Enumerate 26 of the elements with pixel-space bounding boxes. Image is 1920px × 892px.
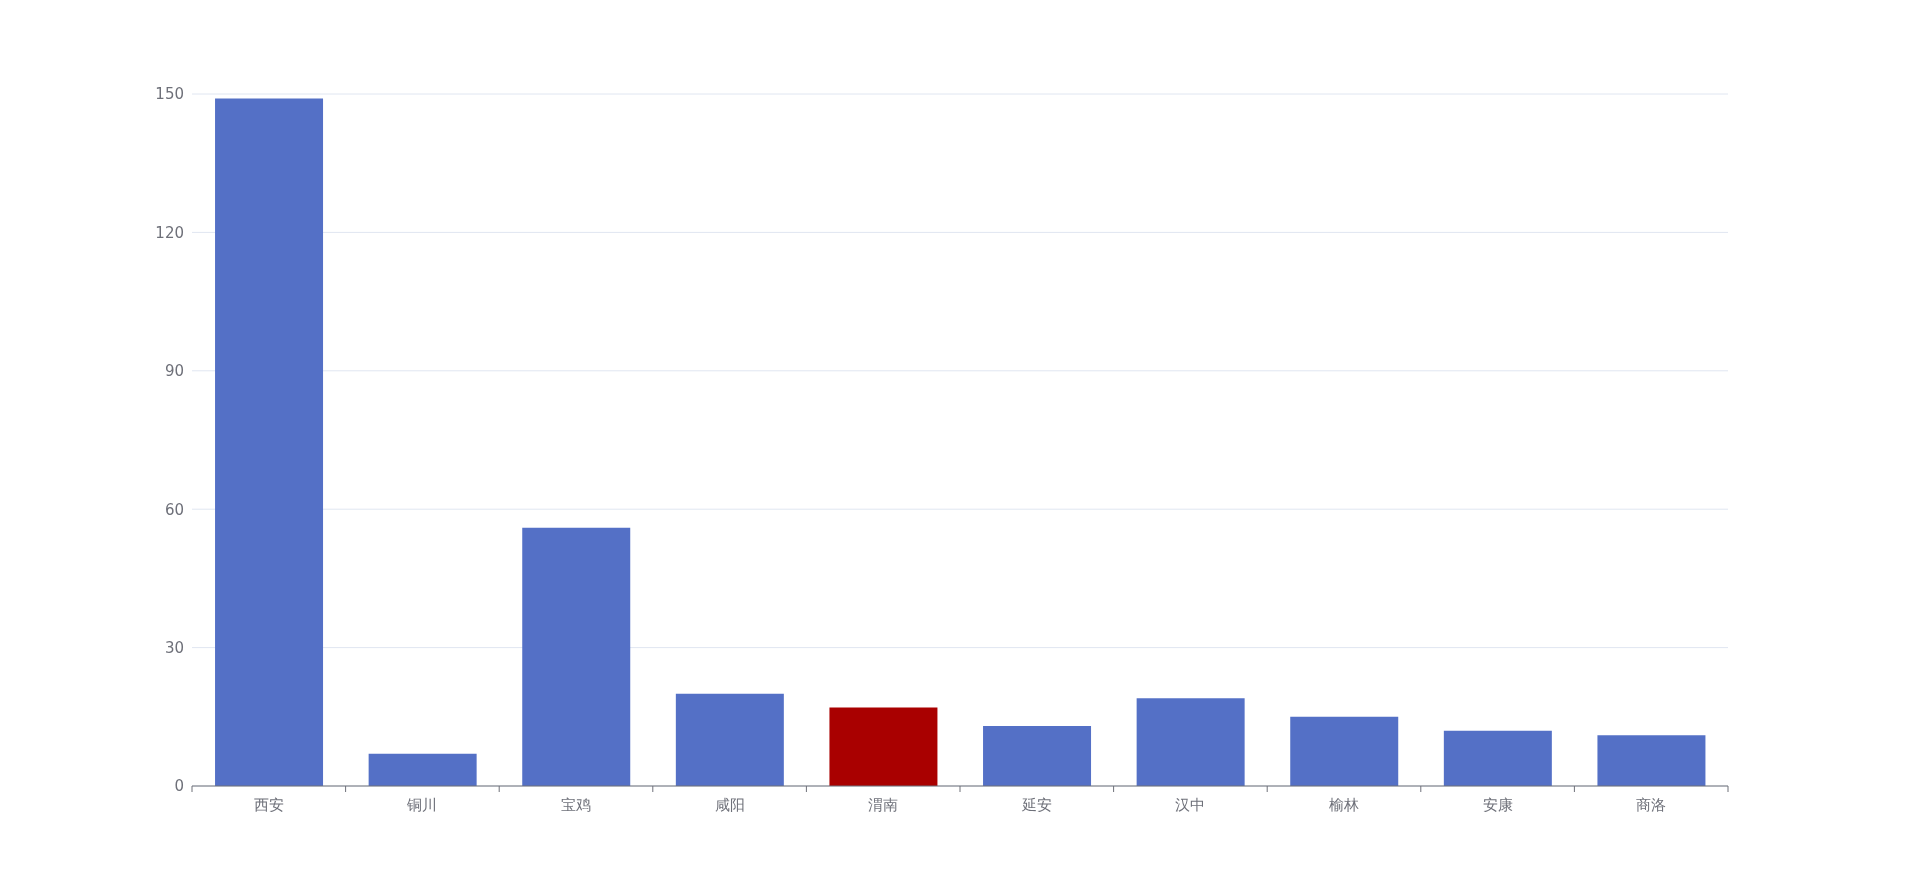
- y-tick-label: 30: [164, 638, 184, 657]
- x-tick-label: 延安: [1020, 796, 1052, 814]
- x-tick-label: 咸阳: [714, 796, 745, 814]
- x-tick-label: 宝鸡: [561, 796, 591, 814]
- x-tick-label: 渭南: [868, 796, 899, 814]
- x-tick-label: 铜川: [406, 796, 438, 814]
- bar: [675, 693, 784, 786]
- bar: [1136, 698, 1245, 786]
- bar: [1597, 735, 1706, 786]
- bar: [368, 753, 477, 786]
- x-tick-label: 汉中: [1175, 796, 1206, 814]
- x-tick-label: 榆林: [1329, 796, 1359, 814]
- x-tick-label: 安康: [1482, 796, 1513, 814]
- bar: [1290, 716, 1399, 786]
- bar: [1443, 730, 1552, 786]
- y-tick-label: 0: [174, 777, 184, 796]
- y-tick-label: 90: [164, 362, 184, 381]
- x-tick-label: 西安: [253, 796, 284, 814]
- y-tick-label: 120: [155, 223, 184, 242]
- bar: [829, 707, 938, 786]
- y-tick-label: 60: [164, 500, 184, 519]
- bar: [215, 98, 324, 786]
- x-tick-label: 商洛: [1636, 796, 1667, 814]
- bar: [983, 726, 1092, 786]
- bar: [522, 527, 631, 786]
- y-tick-label: 150: [155, 85, 184, 104]
